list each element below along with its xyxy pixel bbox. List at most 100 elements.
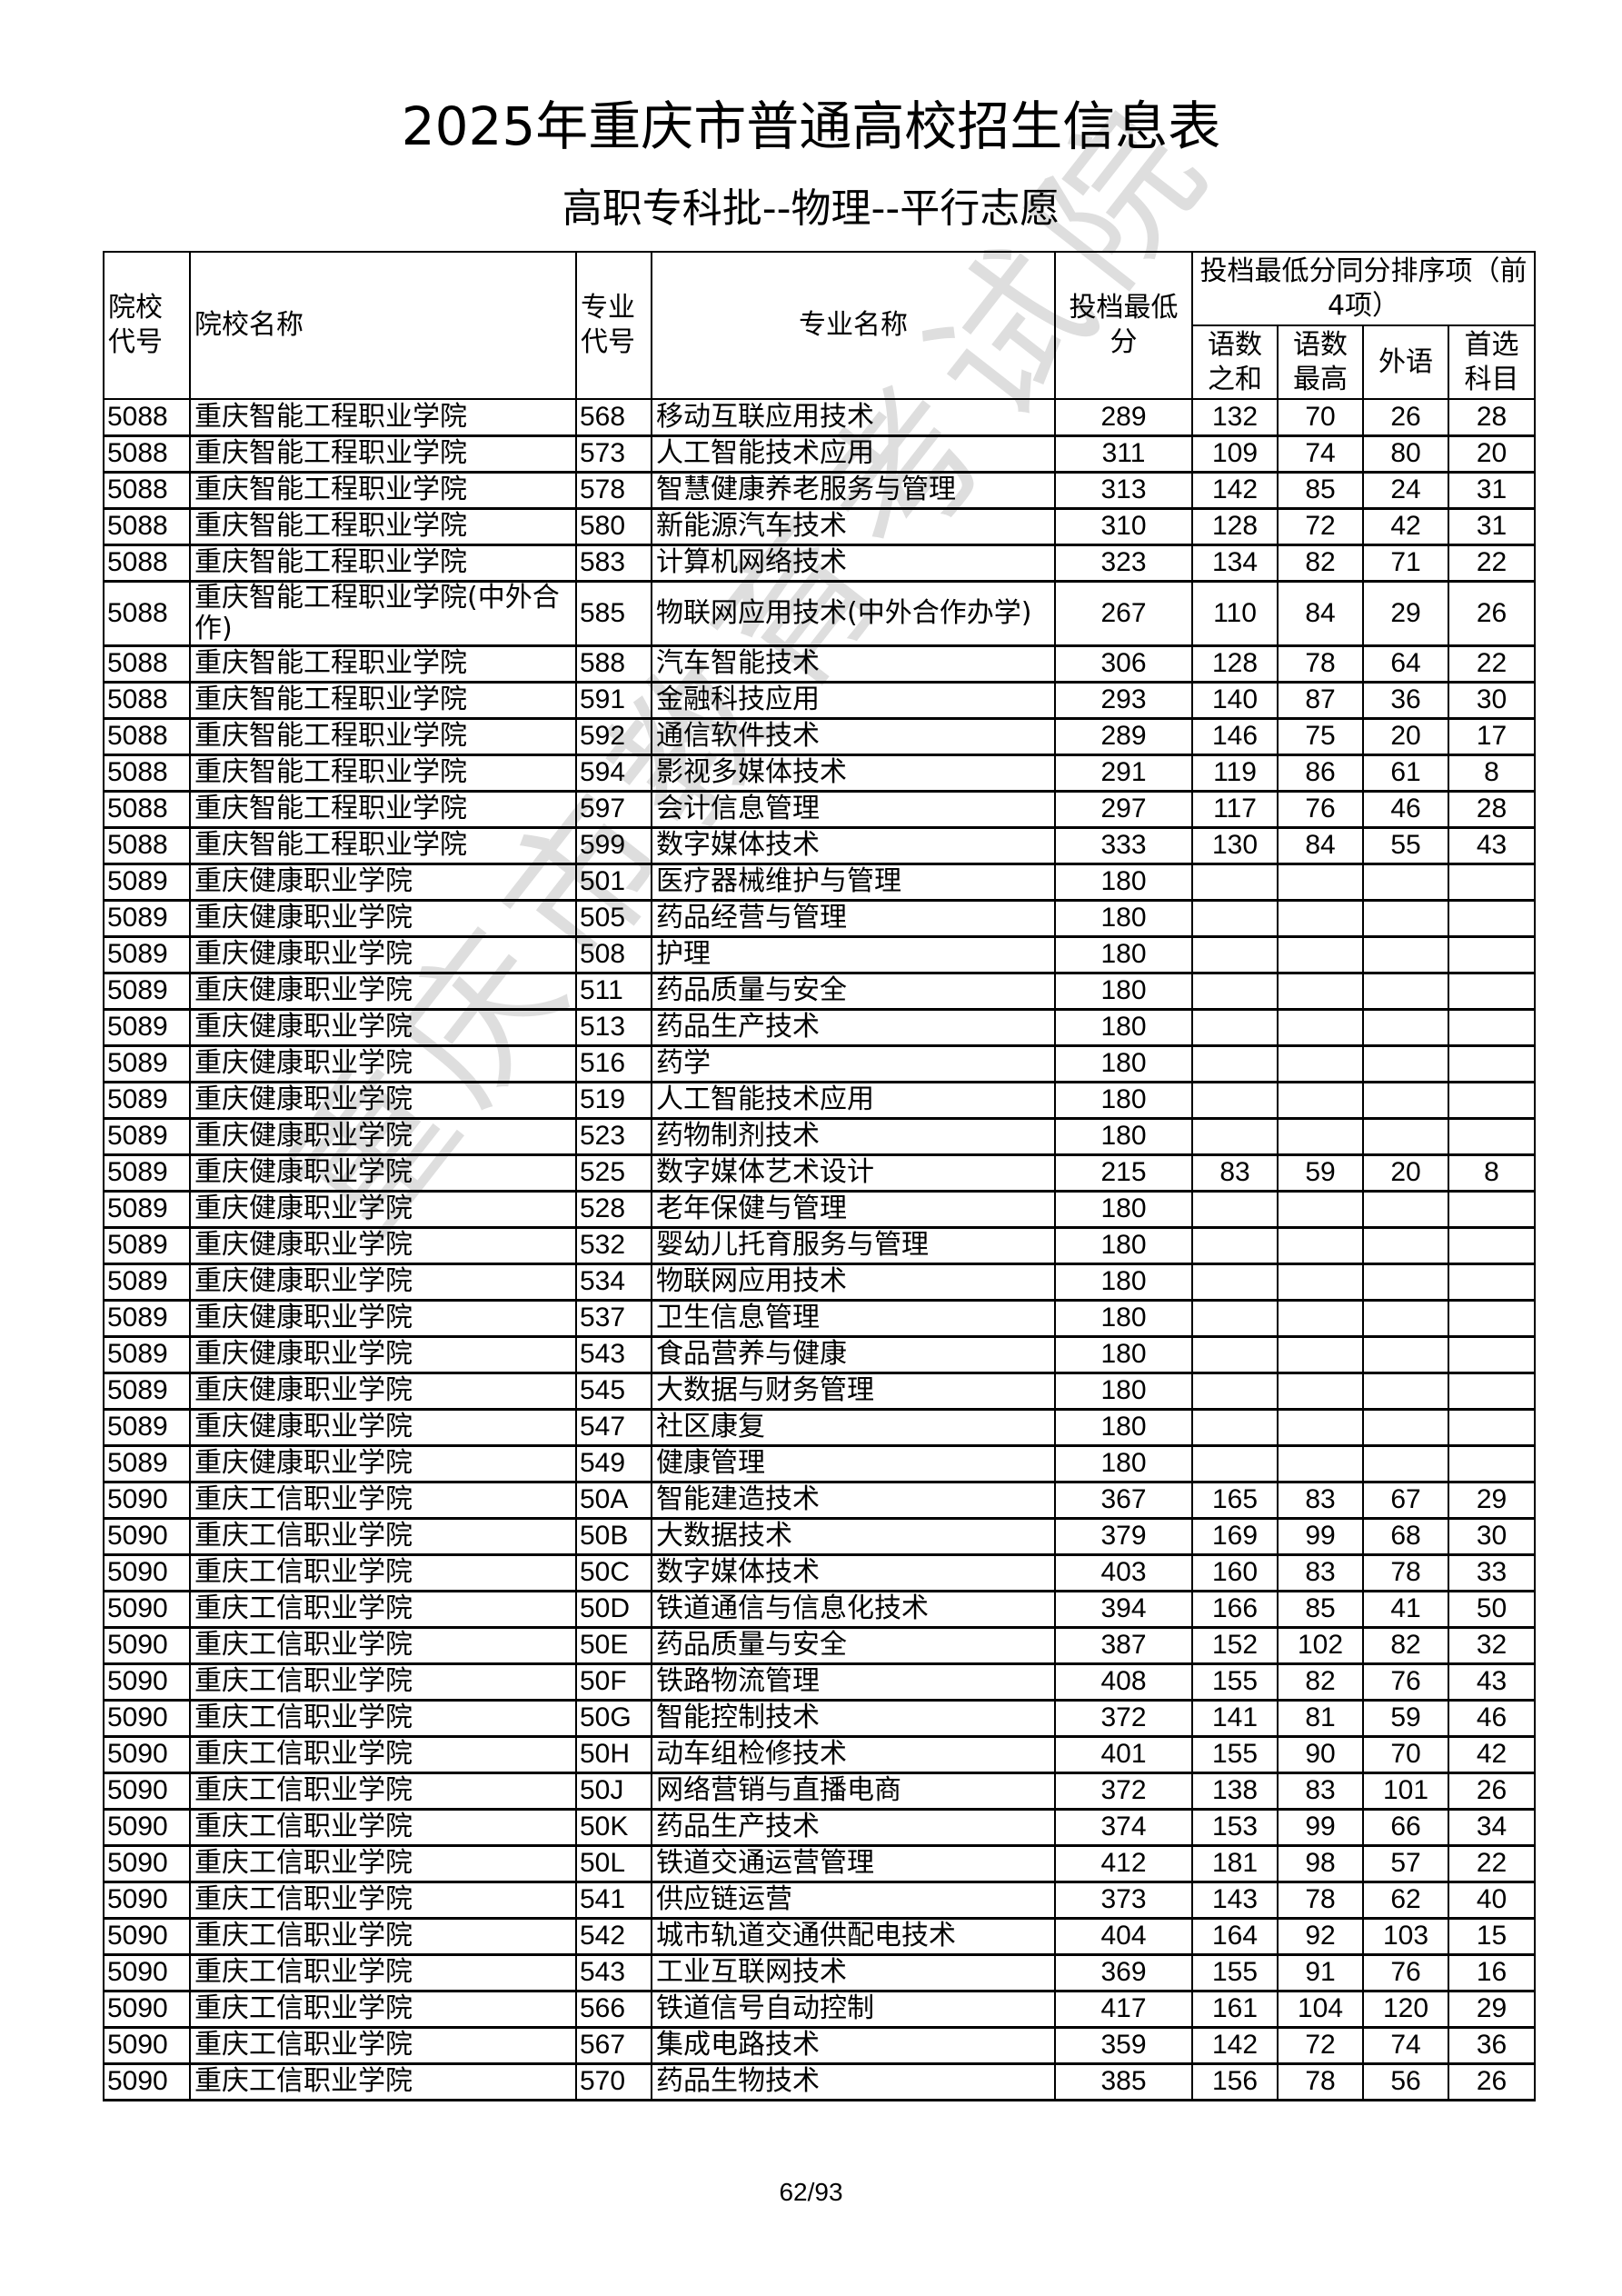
cell-foreign-language: 24 [1362, 471, 1449, 510]
table-row: 5088 重庆智能工程职业学院 592 通信软件技术 289 146 75 20 17 [103, 717, 1537, 756]
table-row: 5090 重庆工信职业学院 543 工业互联网技术 369 155 91 76 16 [103, 1953, 1537, 1992]
cell-chinese-math-sum [1191, 1008, 1279, 1047]
cell-major-code: 50H [575, 1735, 652, 1774]
cell-chinese-math-max: 83 [1277, 1553, 1364, 1592]
cell-school-code: 5089 [103, 935, 191, 974]
cell-chinese-math-sum [1191, 1044, 1279, 1083]
cell-major-name: 智能建造技术 [651, 1481, 1056, 1520]
cell-school-name: 重庆健康职业学院 [189, 1008, 577, 1047]
cell-chinese-math-max: 83 [1277, 1481, 1364, 1520]
cell-major-name: 集成电路技术 [651, 2026, 1056, 2065]
header-sub-chinese-math-max: 语数最高 [1277, 324, 1364, 400]
cell-major-code: 583 [575, 544, 652, 583]
cell-major-code: 523 [575, 1117, 652, 1156]
cell-chinese-math-sum [1191, 1299, 1279, 1338]
cell-min-score: 180 [1054, 1335, 1193, 1374]
cell-min-score: 180 [1054, 1299, 1193, 1338]
cell-major-code: 568 [575, 398, 652, 437]
cell-major-code: 542 [575, 1917, 652, 1956]
cell-school-name: 重庆工信职业学院 [189, 1517, 577, 1556]
table-row: 5090 重庆工信职业学院 50L 铁道交通运营管理 412 181 98 57 22 [103, 1844, 1537, 1883]
cell-foreign-language: 120 [1362, 1990, 1449, 2029]
cell-school-code: 5088 [103, 754, 191, 793]
cell-min-score: 323 [1054, 544, 1193, 583]
cell-first-subject: 28 [1447, 398, 1537, 437]
cell-school-name: 重庆智能工程职业学院 [189, 790, 577, 829]
cell-chinese-math-sum: 130 [1191, 826, 1279, 865]
cell-major-code: 573 [575, 434, 652, 474]
cell-first-subject: 43 [1447, 826, 1537, 865]
cell-major-name: 护理 [651, 935, 1056, 974]
cell-major-code: 508 [575, 935, 652, 974]
cell-min-score: 412 [1054, 1844, 1193, 1883]
cell-chinese-math-sum: 164 [1191, 1917, 1279, 1956]
cell-school-name: 重庆健康职业学院 [189, 1226, 577, 1265]
cell-major-name: 大数据技术 [651, 1517, 1056, 1556]
cell-chinese-math-max [1277, 1081, 1364, 1120]
cell-major-code: 591 [575, 681, 652, 720]
cell-school-code: 5089 [103, 1190, 191, 1229]
cell-min-score: 180 [1054, 1190, 1193, 1229]
cell-foreign-language [1362, 1444, 1449, 1483]
cell-foreign-language [1362, 1299, 1449, 1338]
cell-chinese-math-sum: 166 [1191, 1590, 1279, 1629]
cell-school-code: 5089 [103, 1335, 191, 1374]
cell-chinese-math-max [1277, 1372, 1364, 1411]
cell-school-name: 重庆智能工程职业学院(中外合作) [189, 580, 577, 647]
cell-major-name: 数字媒体技术 [651, 1553, 1056, 1592]
cell-min-score: 180 [1054, 1008, 1193, 1047]
cell-school-code: 5090 [103, 1990, 191, 2029]
cell-foreign-language [1362, 1226, 1449, 1265]
cell-chinese-math-max [1277, 972, 1364, 1011]
cell-chinese-math-max: 98 [1277, 1844, 1364, 1883]
cell-first-subject [1447, 1081, 1537, 1120]
cell-chinese-math-sum [1191, 1226, 1279, 1265]
cell-school-name: 重庆健康职业学院 [189, 935, 577, 974]
cell-chinese-math-max: 76 [1277, 790, 1364, 829]
cell-chinese-math-max: 82 [1277, 1662, 1364, 1702]
cell-major-name: 供应链运营 [651, 1881, 1056, 1920]
table-row: 5089 重庆健康职业学院 523 药物制剂技术 180 [103, 1117, 1537, 1156]
table-row: 5089 重庆健康职业学院 543 食品营养与健康 180 [103, 1335, 1537, 1374]
cell-major-code: 50G [575, 1699, 652, 1738]
cell-school-code: 5088 [103, 507, 191, 546]
cell-school-code: 5090 [103, 1772, 191, 1811]
cell-chinese-math-max: 102 [1277, 1626, 1364, 1665]
cell-min-score: 404 [1054, 1917, 1193, 1956]
cell-school-name: 重庆智能工程职业学院 [189, 507, 577, 546]
table-row: 5089 重庆健康职业学院 549 健康管理 180 [103, 1444, 1537, 1483]
cell-major-code: 566 [575, 1990, 652, 2029]
cell-major-name: 健康管理 [651, 1444, 1056, 1483]
cell-chinese-math-sum: 110 [1191, 580, 1279, 647]
cell-foreign-language: 29 [1362, 580, 1449, 647]
cell-chinese-math-max: 74 [1277, 434, 1364, 474]
cell-chinese-math-sum: 83 [1191, 1153, 1279, 1193]
cell-school-code: 5088 [103, 544, 191, 583]
table-row: 5090 重庆工信职业学院 542 城市轨道交通供配电技术 404 164 92 103 15 [103, 1917, 1537, 1956]
header-min-score: 投档最低分 [1054, 251, 1193, 400]
cell-first-subject: 30 [1447, 1517, 1537, 1556]
table-row: 5090 重庆工信职业学院 50H 动车组检修技术 401 155 90 70 42 [103, 1735, 1537, 1774]
cell-school-code: 5090 [103, 2026, 191, 2065]
cell-foreign-language: 57 [1362, 1844, 1449, 1883]
cell-foreign-language [1362, 1408, 1449, 1447]
cell-school-code: 5088 [103, 717, 191, 756]
cell-major-name: 社区康复 [651, 1408, 1056, 1447]
cell-foreign-language: 74 [1362, 2026, 1449, 2065]
cell-major-code: 534 [575, 1263, 652, 1302]
cell-foreign-language: 103 [1362, 1917, 1449, 1956]
cell-chinese-math-sum: 109 [1191, 434, 1279, 474]
page-number: 62/93 [779, 2178, 843, 2206]
cell-min-score: 180 [1054, 863, 1193, 902]
cell-chinese-math-max [1277, 1117, 1364, 1156]
cell-major-name: 智能控制技术 [651, 1699, 1056, 1738]
cell-chinese-math-sum: 181 [1191, 1844, 1279, 1883]
cell-major-name: 新能源汽车技术 [651, 507, 1056, 546]
header-sub-chinese-math-sum: 语数之和 [1191, 324, 1279, 400]
cell-school-code: 5090 [103, 1953, 191, 1992]
cell-school-name: 重庆健康职业学院 [189, 972, 577, 1011]
cell-chinese-math-sum: 160 [1191, 1553, 1279, 1592]
cell-school-name: 重庆工信职业学院 [189, 1772, 577, 1811]
cell-first-subject [1447, 863, 1537, 902]
cell-chinese-math-sum [1191, 1081, 1279, 1120]
